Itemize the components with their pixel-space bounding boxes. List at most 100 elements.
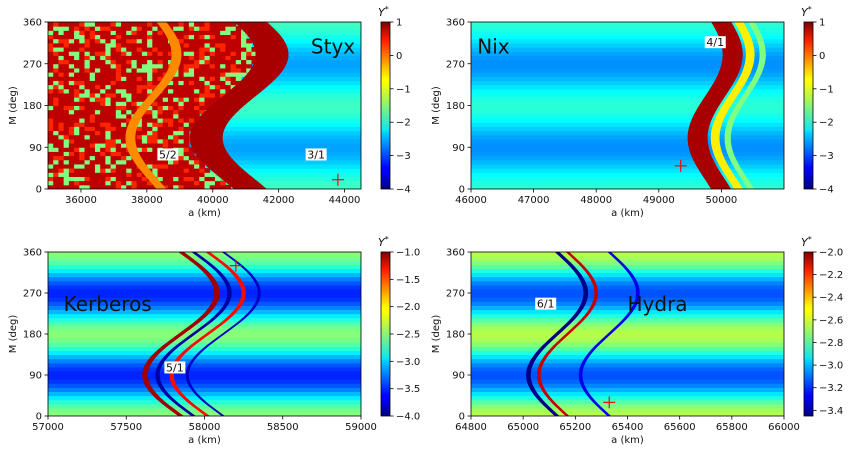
chaotic-cell [89, 118, 96, 123]
chaotic-cell [204, 63, 211, 69]
bg-cell [48, 358, 361, 364]
chaotic-cell [183, 26, 190, 31]
chaotic-cell [79, 51, 86, 56]
chaotic-cell [131, 172, 138, 177]
chaotic-cell [147, 180, 153, 186]
chaotic-cell [53, 122, 59, 127]
y-tick-label: 270 [446, 59, 465, 70]
chaotic-cell [94, 34, 101, 40]
bg-cell [471, 375, 784, 380]
chaotic-cell [162, 63, 169, 69]
chaotic-cell [84, 151, 91, 157]
chaotic-cell [58, 113, 65, 119]
chaotic-cell [63, 122, 70, 127]
chaotic-cell [121, 163, 127, 169]
chaotic-cell [58, 122, 65, 127]
colorbar-tick-label: −3.5 [396, 384, 420, 395]
chaotic-cell [209, 26, 216, 31]
chaotic-cell [58, 126, 65, 132]
chaotic-cell [152, 84, 159, 90]
x-tick-label: 65400 [612, 422, 644, 433]
chaotic-cell [178, 184, 185, 189]
chaotic-cell [162, 126, 169, 132]
resonance-label: 6/1 [537, 298, 555, 311]
chaotic-cell [167, 184, 174, 189]
chaotic-cell [63, 163, 70, 169]
chaotic-cell [84, 113, 91, 119]
chaotic-cell [121, 67, 127, 73]
chaotic-cell [53, 130, 59, 136]
chaotic-cell [105, 67, 112, 73]
chaotic-cell [178, 113, 185, 119]
chaotic-cell [225, 38, 232, 44]
chaotic-cell [183, 67, 190, 73]
chaotic-cell [89, 180, 96, 186]
chaotic-cell [121, 118, 127, 123]
chaotic-cell [136, 176, 143, 182]
chaotic-cell [63, 147, 70, 152]
chaotic-cell [115, 84, 122, 90]
bg-cell [471, 80, 784, 86]
chaotic-cell [68, 59, 75, 65]
chaotic-cell [167, 55, 174, 61]
chaotic-cell [89, 105, 96, 111]
bg-cell [471, 134, 784, 140]
chaotic-cell [68, 143, 75, 148]
chaotic-cell [105, 180, 112, 186]
chaotic-cell [58, 26, 65, 31]
chaotic-cell [89, 101, 96, 106]
chaotic-cell [136, 122, 143, 127]
chaotic-cell [121, 147, 127, 152]
chaotic-cell [74, 176, 80, 182]
chaotic-cell [147, 34, 153, 40]
chaotic-cell [199, 109, 205, 115]
chaotic-cell [115, 184, 122, 189]
chaotic-cell [105, 88, 112, 94]
chaotic-cell [220, 22, 226, 27]
bg-cell [471, 51, 784, 56]
chaotic-cell [74, 84, 80, 90]
chaotic-cell [178, 72, 185, 77]
chaotic-cell [48, 130, 54, 136]
chaotic-cell [100, 51, 106, 56]
chaotic-cell [74, 126, 80, 132]
chaotic-cell [58, 130, 65, 136]
chaotic-cell [126, 155, 132, 161]
colorbar-tick-label: −2.4 [819, 293, 843, 304]
chaotic-cell [162, 172, 169, 177]
chaotic-cell [84, 88, 91, 94]
chaotic-cell [105, 76, 112, 81]
chaotic-cell [63, 30, 70, 36]
x-tick-label: 65200 [559, 422, 591, 433]
chaotic-cell [214, 92, 221, 98]
chaotic-cell [225, 84, 232, 90]
chaotic-cell [173, 138, 179, 144]
chaotic-cell [214, 42, 221, 48]
chaotic-cell [126, 113, 132, 119]
x-tick-label: 42000 [263, 195, 295, 206]
bg-cell [471, 101, 784, 107]
chaotic-cell [84, 180, 91, 186]
chaotic-cell [121, 30, 127, 36]
chaotic-cell [162, 159, 169, 165]
chaotic-cell [63, 92, 70, 98]
chaotic-cell [105, 63, 112, 69]
chaotic-cell [105, 72, 112, 77]
y-axis-label: M (deg) [431, 315, 442, 354]
chaotic-cell [115, 59, 122, 65]
x-tick-label: 58500 [267, 422, 299, 433]
chaotic-cell [79, 30, 86, 36]
chaotic-cell [115, 138, 122, 144]
chaotic-cell [178, 55, 185, 61]
chaotic-cell [110, 76, 117, 81]
chaotic-cell [79, 97, 86, 102]
chaotic-cell [199, 38, 205, 44]
chaotic-cell [126, 59, 132, 65]
chaotic-cell [63, 138, 70, 144]
chaotic-cell [58, 151, 65, 157]
x-tick-label: 49000 [643, 195, 675, 206]
chaotic-cell [204, 30, 211, 36]
chaotic-cell [209, 184, 216, 189]
chaotic-cell [214, 97, 221, 102]
colorbar-tick-label: −3.0 [819, 361, 843, 372]
